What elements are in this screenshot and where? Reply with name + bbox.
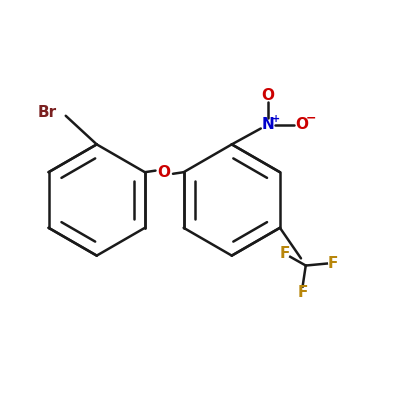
Text: O: O: [158, 165, 171, 180]
Text: Br: Br: [38, 105, 57, 120]
Text: N: N: [261, 117, 274, 132]
Text: O: O: [261, 88, 274, 104]
Text: F: F: [280, 246, 290, 261]
Text: +: +: [272, 114, 280, 124]
Text: −: −: [306, 112, 316, 125]
Text: F: F: [297, 285, 308, 300]
Text: F: F: [328, 256, 338, 271]
Text: O: O: [295, 117, 308, 132]
